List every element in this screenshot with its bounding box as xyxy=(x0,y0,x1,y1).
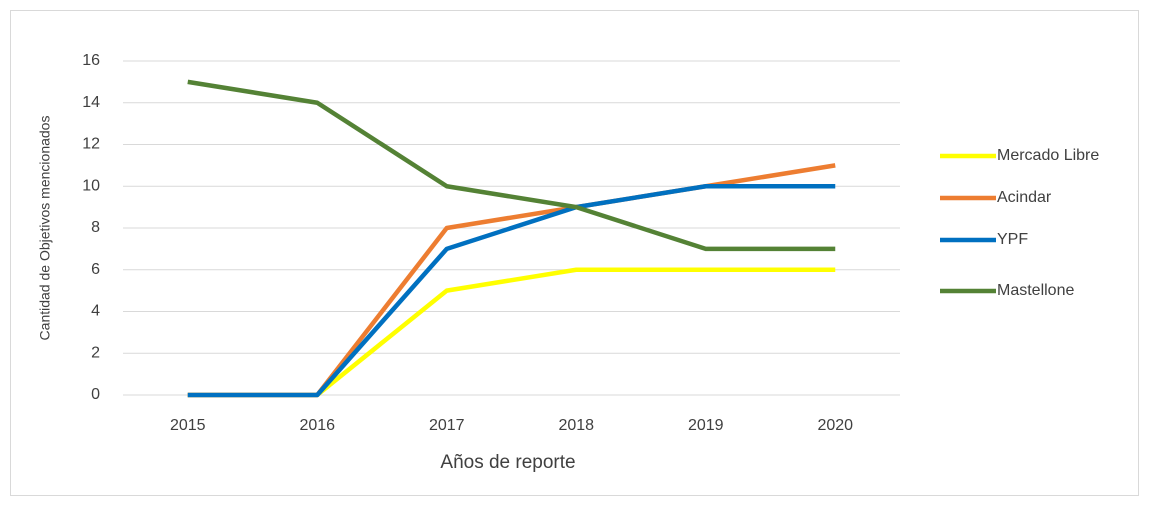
y-tick-label: 2 xyxy=(91,344,100,361)
series-line xyxy=(187,184,836,398)
x-tick-label: 2015 xyxy=(170,417,206,434)
chart-border xyxy=(10,10,1139,496)
y-axis-label: Cantidad de Objetivos mencionados xyxy=(37,116,53,341)
legend-label: YPF xyxy=(997,231,1028,248)
x-tick-label: 2016 xyxy=(299,417,335,434)
legend-label: Mercado Libre xyxy=(997,147,1099,164)
y-tick-label: 6 xyxy=(91,261,100,278)
legend-label: Acindar xyxy=(997,189,1052,206)
x-tick-label: 2020 xyxy=(817,417,853,434)
y-tick-label: 10 xyxy=(82,177,100,194)
y-tick-label: 8 xyxy=(91,219,100,236)
x-tick-label: 2018 xyxy=(558,417,594,434)
x-tick-label: 2019 xyxy=(688,417,724,434)
y-tick-label: 16 xyxy=(82,52,100,69)
legend-label: Mastellone xyxy=(997,282,1074,299)
series-line xyxy=(187,79,836,252)
y-tick-label: 4 xyxy=(91,303,100,320)
x-tick-label: 2017 xyxy=(429,417,465,434)
x-axis-label: Años de reporte xyxy=(440,452,575,473)
y-tick-label: 14 xyxy=(82,94,100,111)
y-tick-label: 12 xyxy=(82,136,100,153)
y-tick-label: 0 xyxy=(91,386,100,403)
